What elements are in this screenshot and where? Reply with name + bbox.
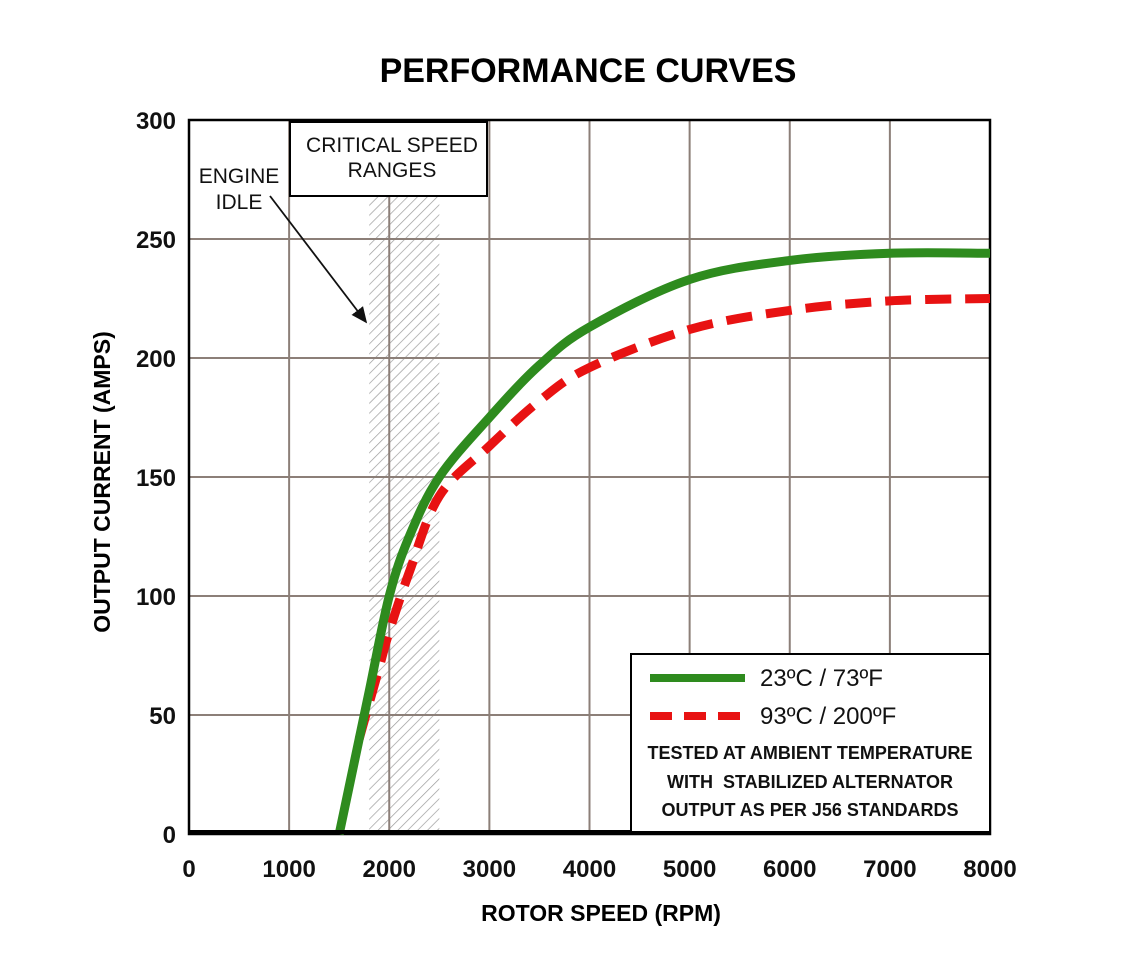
engine-idle-label-bg bbox=[194, 160, 286, 216]
series-line-23c bbox=[334, 248, 991, 835]
y-tick-label: 100 bbox=[136, 584, 176, 611]
x-tick-label: 6000 bbox=[763, 856, 816, 883]
critical-speed-label-box bbox=[289, 121, 488, 197]
engine-idle-label-line1: ENGINE bbox=[199, 165, 280, 188]
y-axis-label: OUTPUT CURRENT (AMPS) bbox=[89, 331, 115, 633]
legend-label-23c: 23ºC / 73ºF bbox=[760, 665, 883, 692]
series-line-93c bbox=[354, 294, 991, 741]
y-tick-label: 300 bbox=[136, 108, 176, 135]
x-tick-labels: 0 1000 2000 3000 4000 5000 6000 7000 8000 bbox=[182, 856, 1016, 883]
gridlines bbox=[188, 119, 991, 835]
critical-speed-label-line2: RANGES bbox=[348, 159, 437, 182]
x-tick-label: 1000 bbox=[262, 856, 315, 883]
x-tick-label: 2000 bbox=[363, 856, 416, 883]
series-lines bbox=[334, 248, 991, 835]
legend-note-line3: OUTPUT AS PER J56 STANDARDS bbox=[661, 800, 958, 820]
critical-speed-band bbox=[369, 196, 440, 834]
x-tick-label: 5000 bbox=[663, 856, 716, 883]
x-tick-label: 0 bbox=[182, 856, 195, 883]
legend-box bbox=[630, 653, 991, 833]
x-tick-label: 3000 bbox=[463, 856, 516, 883]
x-axis-label: ROTOR SPEED (RPM) bbox=[481, 900, 721, 926]
legend-label-93c: 93ºC / 200ºF bbox=[760, 703, 896, 730]
engine-idle-arrow bbox=[269, 195, 368, 324]
x-tick-label: 4000 bbox=[563, 856, 616, 883]
y-tick-label: 50 bbox=[149, 703, 176, 730]
y-tick-label: 200 bbox=[136, 346, 176, 373]
y-tick-label: 150 bbox=[136, 465, 176, 492]
y-tick-labels: 0 50 100 150 200 250 300 bbox=[136, 108, 176, 849]
engine-idle-label-line2: IDLE bbox=[216, 191, 263, 214]
critical-speed-label-line1: CRITICAL SPEED bbox=[306, 134, 478, 157]
legend: 23ºC / 73ºF 93ºC / 200ºF TESTED AT AMBIE… bbox=[630, 653, 991, 833]
y-tick-label: 250 bbox=[136, 227, 176, 254]
x-tick-label: 8000 bbox=[963, 856, 1016, 883]
legend-note-line2: WITH STABILIZED ALTERNATOR bbox=[667, 772, 953, 792]
legend-note-line1: TESTED AT AMBIENT TEMPERATURE bbox=[648, 743, 973, 763]
x-tick-label: 7000 bbox=[863, 856, 916, 883]
y-tick-label: 0 bbox=[163, 822, 176, 849]
chart-title: PERFORMANCE CURVES bbox=[380, 52, 797, 90]
